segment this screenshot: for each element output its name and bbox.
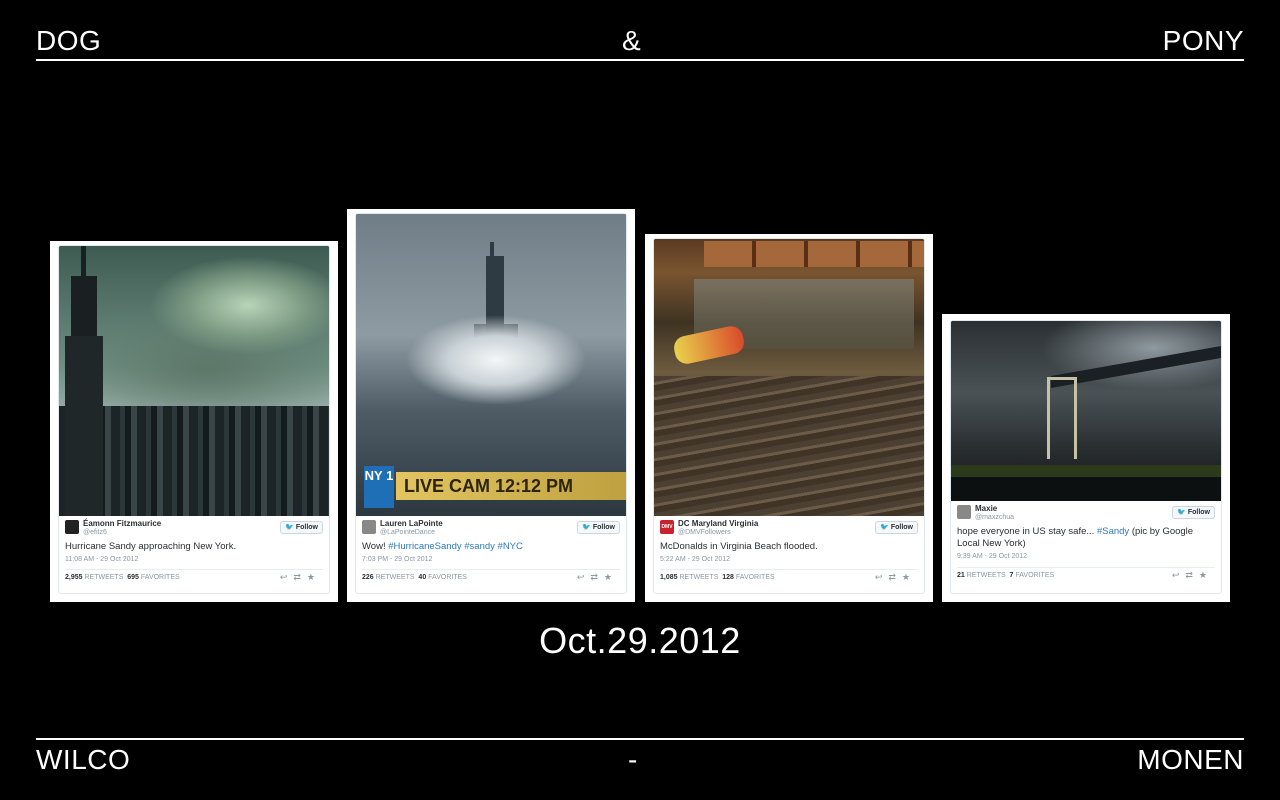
tweet-stats: 2,955 RETWEETS 695 FAVORITES [65,574,180,581]
tweet-actions: ↩⇄★ [280,572,321,583]
retweet-icon[interactable]: ⇄ [293,572,307,582]
tweet-author-name[interactable]: Lauren LaPointe [380,519,443,528]
tweet-text: hope everyone in US stay safe... #Sandy … [957,526,1194,549]
avatar[interactable] [362,520,376,534]
favorite-icon[interactable]: ★ [901,572,916,582]
tweet-card-3: DMV DC Maryland Virginia @DMVFollowers 🐦… [645,234,933,602]
avatar[interactable]: DMV [660,520,674,534]
tweet-actions: ↩⇄★ [1172,570,1213,581]
tweet-author-name[interactable]: Éamonn Fitzmaurice [83,519,162,528]
tweet-text: Wow! #HurricaneSandy #sandy #NYC [362,541,523,552]
tweet-author-name[interactable]: DC Maryland Virginia [678,519,759,528]
live-cam-text: LIVE CAM 12:12 PM [396,472,626,500]
twitter-bird-icon: 🐦 [582,524,591,531]
twitter-bird-icon: 🐦 [285,524,294,531]
reply-icon[interactable]: ↩ [874,572,889,582]
tweet-author-handle[interactable]: @LaPointeDance [380,529,435,536]
favorite-icon[interactable]: ★ [603,572,618,582]
twitter-bird-icon: 🐦 [880,524,889,531]
header-center: & [622,25,642,56]
follow-button[interactable]: 🐦 Follow [577,521,620,534]
tweet-photo [654,239,924,516]
follow-button[interactable]: 🐦 Follow [280,521,323,534]
hashtag-link[interactable]: #Sandy [1096,526,1130,537]
tweet-timestamp[interactable]: 11:08 AM - 29 Oct 2012 [65,556,139,563]
footer-center: - [628,744,638,775]
retweet-icon[interactable]: ⇄ [1185,570,1199,580]
tweet-card-4: Maxie @maxzchua 🐦 Follow hope everyone in… [942,314,1230,602]
avatar[interactable] [65,520,79,534]
footer-rule [36,738,1244,740]
tweet-actions: ↩⇄★ [875,572,916,583]
tweet-stats: 1,085 RETWEETS 128 FAVORITES [660,574,775,581]
reply-icon[interactable]: ↩ [1171,570,1186,580]
ny1-logo: NY 1 [364,466,394,508]
tweet-photo [951,321,1221,501]
tweet-timestamp[interactable]: 5:22 AM - 29 Oct 2012 [660,556,731,563]
footer-right: MONEN [1137,744,1244,775]
tweet-stats: 21 RETWEETS 7 FAVORITES [957,572,1055,579]
favorite-icon[interactable]: ★ [1198,570,1213,580]
tweet-photo: NY 1 LIVE CAM 12:12 PM [356,214,626,516]
twitter-bird-icon: 🐦 [1177,509,1186,516]
slide-date: Oct.29.2012 [539,620,741,661]
tweet-meta: Maxie @maxzchua 🐦 Follow hope everyone in… [951,501,1221,593]
tweet-meta: Lauren LaPointe @LaPointeDance 🐦 Follow W… [356,516,626,593]
tweet-text: McDonalds in Virginia Beach flooded. [660,541,818,552]
tweet-embed: Maxie @maxzchua 🐦 Follow hope everyone in… [950,320,1222,594]
avatar[interactable] [957,505,971,519]
tweet-timestamp[interactable]: 7:03 PM - 29 Oct 2012 [362,556,433,563]
retweet-icon[interactable]: ⇄ [590,572,604,582]
footer-left: WILCO [36,744,131,775]
tweet-author-name[interactable]: Maxie [975,504,998,513]
reply-icon[interactable]: ↩ [279,572,294,582]
tweet-author-handle[interactable]: @efitz6 [83,529,107,536]
tweet-embed: NY 1 LIVE CAM 12:12 PM Lauren LaPointe @… [355,213,627,594]
tweet-actions: ↩⇄★ [577,572,618,583]
tweet-embed: Éamonn Fitzmaurice @efitz6 🐦 Follow Hurri… [58,245,330,594]
tweet-text: Hurricane Sandy approaching New York. [65,541,237,552]
tweet-meta: DMV DC Maryland Virginia @DMVFollowers 🐦… [654,516,924,593]
hashtag-link[interactable]: #HurricaneSandy #sandy #NYC [388,541,523,552]
tweet-author-handle[interactable]: @maxzchua [975,514,1015,521]
tweet-card-2: NY 1 LIVE CAM 12:12 PM Lauren LaPointe @… [347,209,635,602]
tweet-meta: Éamonn Fitzmaurice @efitz6 🐦 Follow Hurri… [59,516,329,593]
header-rule [36,59,1244,61]
tweet-embed: DMV DC Maryland Virginia @DMVFollowers 🐦… [653,238,925,594]
favorite-icon[interactable]: ★ [306,572,321,582]
tweet-timestamp[interactable]: 9:39 AM - 29 Oct 2012 [957,553,1028,560]
reply-icon[interactable]: ↩ [576,572,591,582]
tweet-author-handle[interactable]: @DMVFollowers [678,529,731,536]
retweet-icon[interactable]: ⇄ [888,572,902,582]
follow-button[interactable]: 🐦 Follow [875,521,918,534]
live-cam-overlay: NY 1 LIVE CAM 12:12 PM [364,466,626,508]
header-right: PONY [1162,25,1244,56]
header-left: DOG [36,25,102,56]
tweet-card-1: Éamonn Fitzmaurice @efitz6 🐦 Follow Hurri… [50,241,338,602]
follow-button[interactable]: 🐦 Follow [1172,506,1215,519]
tweet-photo [59,246,329,516]
tweet-stats: 226 RETWEETS 40 FAVORITES [362,574,467,581]
